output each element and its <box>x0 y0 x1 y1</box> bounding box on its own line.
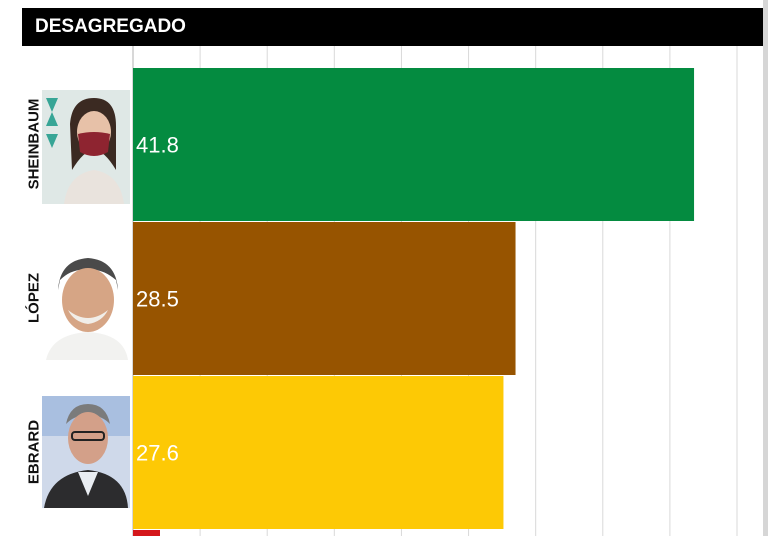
chart-title: DESAGREGADO <box>35 16 186 37</box>
right-edge-strip <box>763 0 768 536</box>
bar-sheinbaum <box>133 68 695 221</box>
sheinbaum-photo <box>42 90 130 204</box>
bar-partial <box>133 530 160 536</box>
chart-header: DESAGREGADO <box>22 8 763 46</box>
bar-value-label: 41.8 <box>136 133 179 158</box>
bar-value-label: 28.5 <box>136 287 179 312</box>
ebrard-photo <box>42 396 130 508</box>
bar-lópez <box>133 222 516 375</box>
bar-value-label: 27.6 <box>136 441 179 466</box>
bar-ebrard <box>133 376 504 529</box>
lopez-photo <box>42 250 130 360</box>
